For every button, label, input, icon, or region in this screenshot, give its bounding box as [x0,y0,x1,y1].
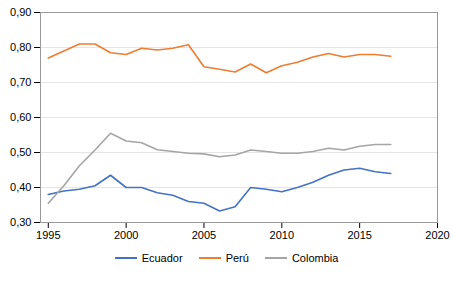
html-text:Ecuador: Ecuador [141,252,183,264]
html-text:Colombia: Colombia [291,252,339,264]
svg-text:0,30: 0,30 [10,216,31,228]
svg-text:0,50: 0,50 [10,146,31,158]
svg-text:0,40: 0,40 [10,181,31,193]
svg-text:0,90: 0,90 [10,6,31,18]
svg-text:2000: 2000 [114,229,138,241]
svg-text:0,70: 0,70 [10,76,31,88]
svg-text:1995: 1995 [36,229,60,241]
svg-text:2005: 2005 [192,229,216,241]
svg-text:2020: 2020 [425,229,449,241]
html-text:Perú: Perú [225,252,249,264]
svg-text:2010: 2010 [270,229,294,241]
svg-text:2015: 2015 [347,229,371,241]
svg-text:0,60: 0,60 [10,111,31,123]
svg-text:0,80: 0,80 [10,41,31,53]
